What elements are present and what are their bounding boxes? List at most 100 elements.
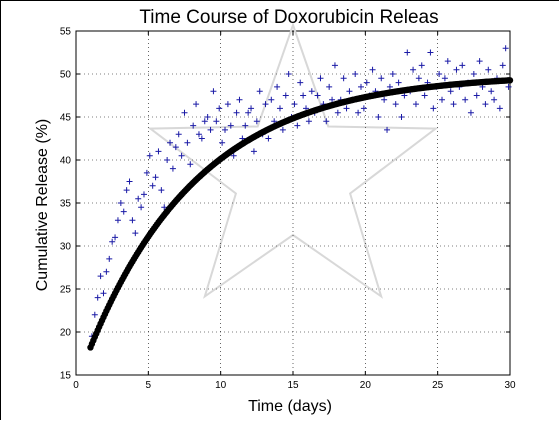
data-point-plus — [132, 230, 139, 237]
grid-lines — [76, 31, 510, 375]
data-point-plus — [193, 101, 200, 108]
data-point-plus — [412, 101, 419, 108]
x-tick-label: 30 — [504, 380, 516, 391]
y-tick-label: 15 — [60, 371, 72, 382]
y-tick-label: 30 — [60, 242, 72, 253]
data-point-plus — [505, 83, 512, 90]
x-tick-label: 0 — [73, 380, 79, 391]
data-point-plus — [112, 234, 119, 241]
data-point-plus — [175, 131, 182, 138]
x-axis-label: Time (days) — [248, 398, 332, 415]
data-point-plus — [300, 92, 307, 99]
y-tick-label: 25 — [60, 285, 72, 296]
data-point-plus — [375, 114, 382, 120]
data-point-plus — [143, 169, 150, 176]
data-point-plus — [499, 62, 506, 69]
data-point-plus — [172, 144, 179, 151]
data-point-plus — [447, 88, 454, 95]
data-point-plus — [346, 88, 353, 95]
x-tick-label: 25 — [432, 380, 444, 391]
data-point-plus — [485, 66, 492, 73]
data-point-plus — [329, 96, 336, 103]
data-point-plus — [395, 79, 402, 86]
data-point-plus — [389, 71, 396, 77]
data-point-plus — [473, 92, 480, 99]
data-point-plus — [441, 75, 448, 82]
data-point-plus — [169, 165, 176, 172]
data-point-plus — [129, 217, 136, 224]
data-point-plus — [268, 96, 275, 103]
data-point-plus — [450, 101, 457, 108]
data-point-plus — [355, 109, 362, 116]
data-point-plus — [427, 49, 434, 56]
x-tick-label: 15 — [287, 380, 299, 391]
data-point-plus — [502, 45, 509, 52]
data-point-plus — [462, 96, 469, 103]
data-point-plus — [305, 118, 312, 125]
data-point-plus — [352, 71, 359, 77]
data-point-plus — [317, 75, 324, 82]
data-point-plus — [109, 238, 116, 245]
data-point-plus — [222, 126, 229, 133]
data-point-plus — [140, 191, 147, 198]
data-point-plus — [114, 217, 121, 224]
data-point-plus — [381, 96, 388, 103]
data-point-plus — [323, 118, 330, 125]
data-point-plus — [106, 255, 113, 262]
data-point-plus — [164, 157, 171, 163]
data-point-plus — [230, 152, 237, 159]
x-tick-label: 10 — [215, 380, 227, 391]
y-tick-label: 40 — [60, 156, 72, 167]
data-point-plus — [496, 105, 503, 112]
data-point-plus — [430, 105, 437, 112]
data-point-plus — [236, 96, 243, 103]
data-point-plus — [282, 92, 289, 99]
data-point-plus — [467, 109, 474, 116]
data-point-plus — [421, 92, 428, 99]
data-point-plus — [210, 88, 217, 95]
data-point-plus — [334, 109, 341, 116]
data-point-plus — [343, 105, 350, 112]
data-point-plus — [297, 79, 304, 86]
data-point-plus — [195, 131, 202, 138]
data-point-plus — [418, 62, 425, 69]
data-point-plus — [331, 62, 338, 69]
data-point-plus — [97, 273, 104, 280]
data-point-plus — [190, 122, 197, 129]
data-point-plus — [363, 79, 370, 86]
data-point-plus — [279, 126, 286, 133]
data-point-plus — [398, 114, 405, 120]
data-point-plus — [253, 118, 260, 125]
data-point-plus — [152, 174, 159, 181]
data-point-plus — [308, 88, 315, 95]
data-point-plus — [470, 71, 477, 77]
data-point-plus — [161, 204, 168, 211]
data-point-plus — [326, 83, 333, 90]
data-point-plus — [146, 152, 153, 159]
x-axis-ticks: 0 5 10 15 20 25 30 — [73, 31, 516, 391]
data-point-plus — [276, 105, 283, 112]
data-point-plus — [314, 92, 321, 99]
data-point-plus — [149, 182, 156, 189]
data-point-plus — [360, 105, 367, 112]
data-point-plus — [384, 126, 391, 133]
data-point-plus — [392, 101, 399, 108]
data-point-plus — [294, 122, 301, 129]
data-point-plus — [250, 148, 257, 155]
y-tick-label: 55 — [60, 27, 72, 38]
data-point-plus — [198, 135, 205, 142]
data-point-plus — [178, 152, 185, 159]
data-point-plus — [181, 109, 188, 116]
data-point-plus — [117, 200, 124, 206]
data-point-plus — [242, 122, 249, 129]
data-point-plus — [138, 204, 145, 211]
data-point-plus — [213, 118, 220, 125]
data-point-plus — [262, 101, 269, 108]
data-point-plus — [204, 114, 211, 120]
y-axis-ticks: 15 20 25 30 35 40 45 50 55 — [60, 27, 510, 382]
data-point-plus — [207, 126, 214, 133]
data-point-plus — [100, 290, 107, 297]
data-point-plus — [404, 49, 411, 56]
data-point-plus — [227, 122, 234, 129]
data-point-plus — [265, 135, 272, 142]
